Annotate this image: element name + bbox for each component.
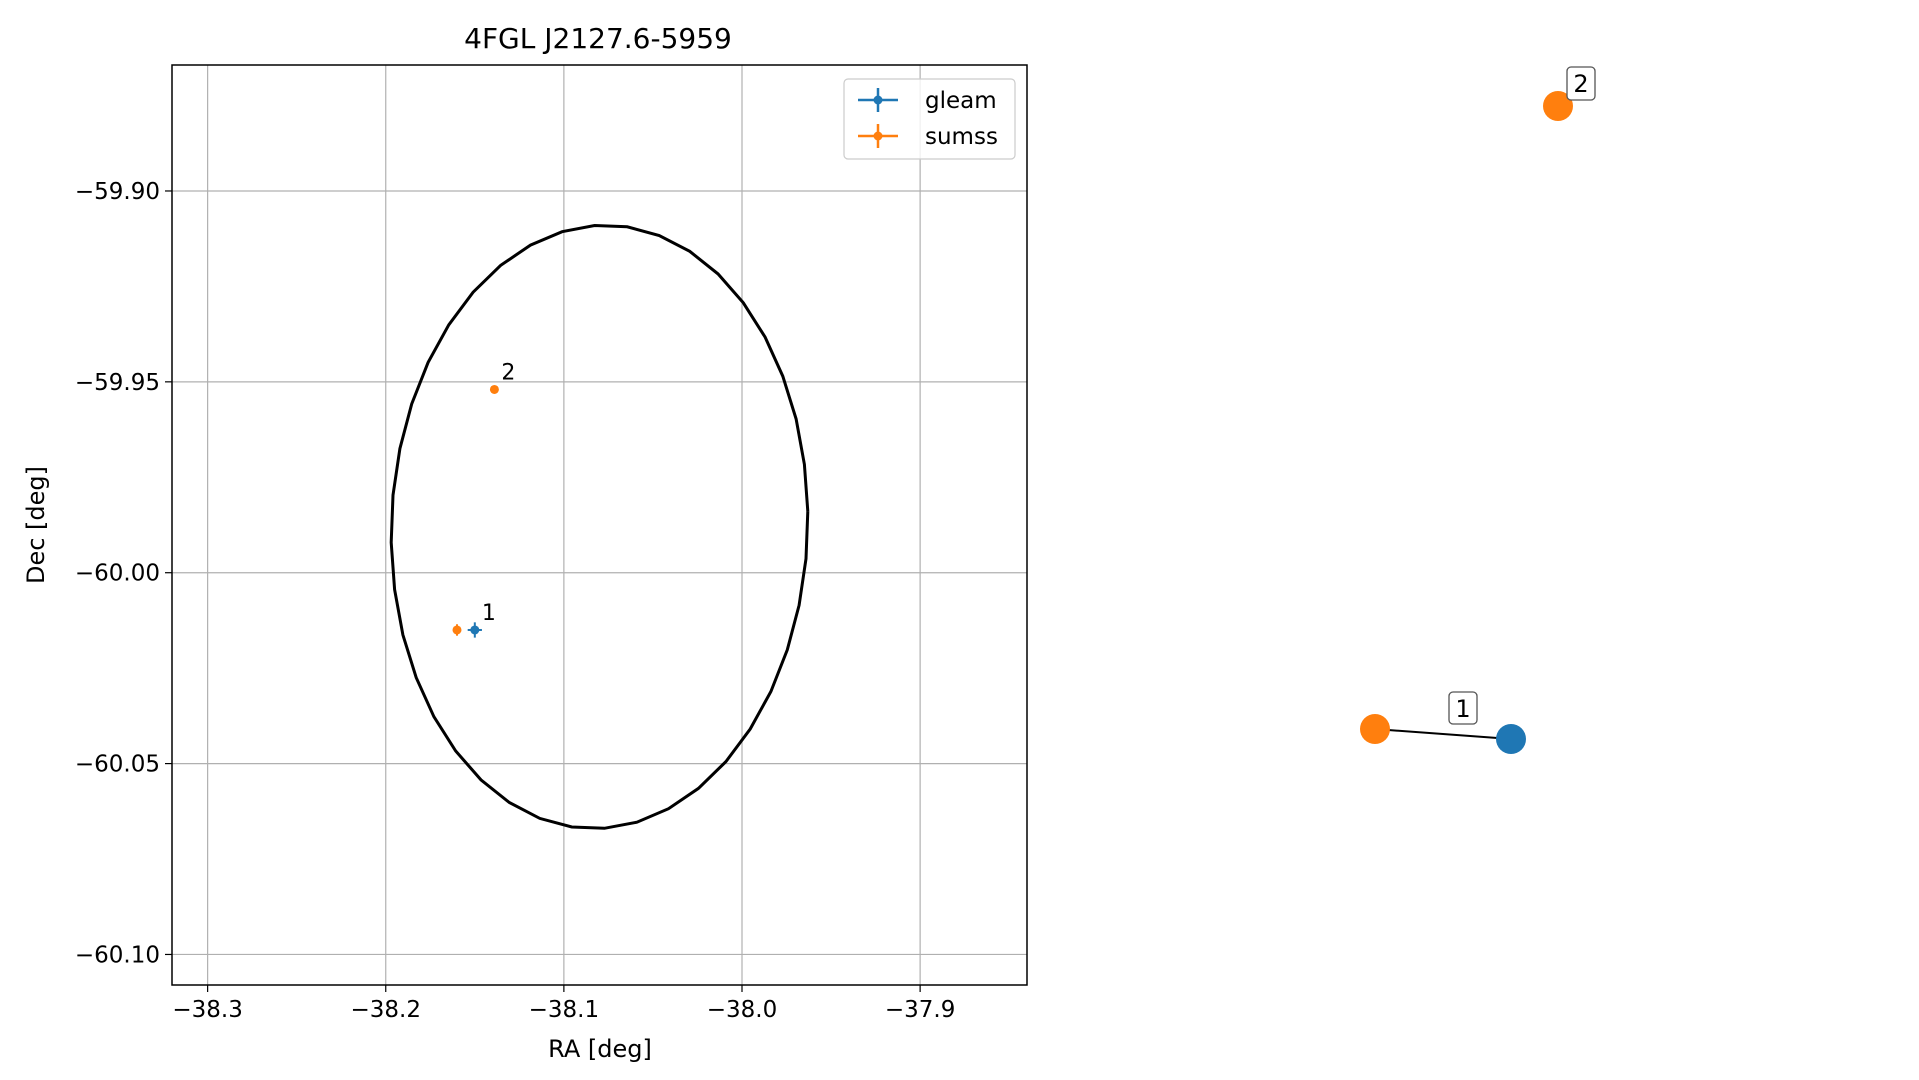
chart-title: 4FGL J2127.6-5959 bbox=[464, 22, 732, 55]
data-point-sumss: 2 bbox=[489, 360, 515, 394]
x-tick-label: −37.9 bbox=[885, 997, 955, 1023]
x-axis-ticks: −38.3 −38.2 −38.1 −38.0 −37.9 bbox=[172, 985, 955, 1023]
legend-entry-sumss: sumss bbox=[858, 124, 998, 150]
point-label: 1 bbox=[482, 601, 496, 626]
plot-frame bbox=[171, 64, 1028, 986]
point-marker bbox=[489, 384, 499, 394]
legend-entries: gleam sumss bbox=[858, 88, 998, 150]
grid bbox=[172, 65, 1027, 985]
x-tick-label: −38.2 bbox=[351, 997, 421, 1023]
data-point-sumss bbox=[452, 624, 462, 636]
svg-text:1: 1 bbox=[1455, 695, 1470, 723]
legend-marker-dot bbox=[873, 95, 883, 105]
y-tick-label: −60.05 bbox=[75, 752, 160, 778]
network-panel: 1 2 bbox=[1360, 66, 1596, 754]
y-tick-label: −60.10 bbox=[75, 942, 160, 968]
legend-label: sumss bbox=[925, 124, 998, 150]
legend: gleam sumss bbox=[843, 78, 1016, 160]
scatter-panel: 4FGL J2127.6-5959 12 −38.3 −38.2 −38.1 −38.… bbox=[22, 22, 1028, 1063]
x-tick-label: −38.3 bbox=[172, 997, 242, 1023]
y-axis-label: Dec [deg] bbox=[22, 466, 50, 584]
error-ellipse-layer bbox=[389, 223, 810, 830]
x-tick-label: −38.0 bbox=[707, 997, 777, 1023]
point-label: 2 bbox=[501, 360, 515, 385]
network-node-gleam-1 bbox=[1496, 724, 1526, 754]
y-tick-label: −59.90 bbox=[75, 179, 160, 205]
network-edge-label: 1 bbox=[1448, 691, 1478, 725]
point-marker bbox=[470, 625, 480, 635]
legend-label: gleam bbox=[925, 88, 997, 114]
network-edge bbox=[1374, 728, 1512, 740]
x-tick-label: −38.1 bbox=[529, 997, 599, 1023]
y-axis-ticks: −59.90 −59.95 −60.00 −60.05 −60.10 bbox=[75, 179, 172, 968]
point-marker bbox=[452, 625, 462, 635]
points-layer: 12 bbox=[452, 360, 515, 638]
y-tick-label: −59.95 bbox=[75, 370, 160, 396]
x-axis-label: RA [deg] bbox=[548, 1035, 652, 1063]
data-point-gleam: 1 bbox=[467, 601, 496, 638]
svg-text:2: 2 bbox=[1573, 70, 1588, 98]
error-ellipse bbox=[389, 223, 810, 830]
legend-entry-gleam: gleam bbox=[858, 88, 997, 114]
network-node-sumss-2 bbox=[1543, 91, 1573, 121]
network-node-label: 2 bbox=[1566, 66, 1596, 101]
y-tick-label: −60.00 bbox=[75, 561, 160, 587]
legend-marker-dot bbox=[873, 131, 883, 141]
network-node-sumss-1 bbox=[1360, 714, 1390, 744]
